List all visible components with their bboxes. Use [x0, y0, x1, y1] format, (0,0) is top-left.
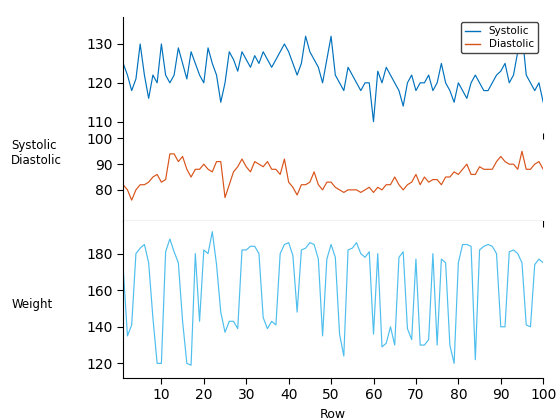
- X-axis label: Row: Row: [320, 408, 346, 420]
- Legend: Systolic, Diastolic: Systolic, Diastolic: [460, 22, 538, 53]
- Text: Systolic
Diastolic: Systolic Diastolic: [11, 139, 62, 167]
- Text: Weight: Weight: [11, 298, 53, 311]
